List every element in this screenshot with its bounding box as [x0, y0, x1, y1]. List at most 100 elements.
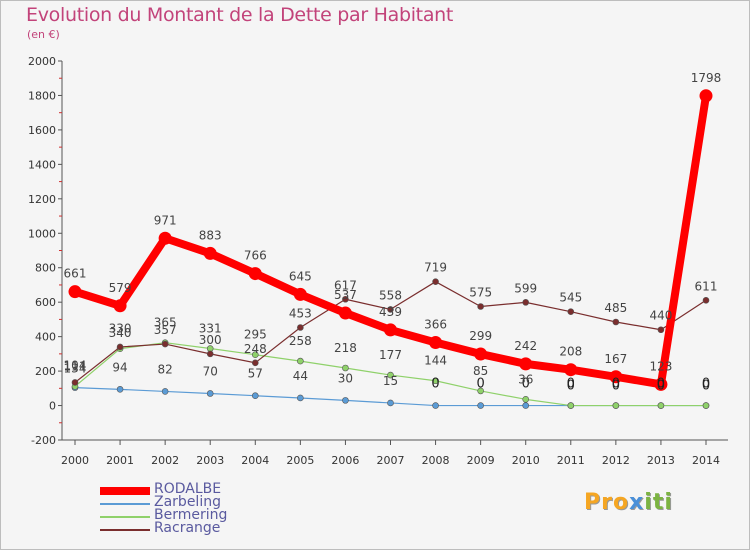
legend-item-rodalbe: RODALBE: [100, 481, 300, 498]
data-label-racrange: 485: [604, 301, 627, 315]
data-label-zarbeling: 44: [293, 369, 308, 383]
data-label-racrange: 599: [514, 281, 537, 295]
data-label-racrange: 575: [469, 285, 492, 299]
data-point-rodalbe: [293, 287, 307, 301]
data-point-racrange: [71, 379, 79, 386]
legend-swatch: [100, 516, 150, 518]
data-label-zarbeling: 0: [522, 377, 530, 392]
data-point-zarbeling: [116, 386, 124, 393]
data-point-zarbeling: [387, 399, 394, 407]
x-tick-label: 2009: [467, 454, 495, 467]
data-point-racrange: [387, 306, 394, 313]
data-label-bermering: 0: [657, 379, 665, 394]
data-label-rodalbe: 645: [289, 269, 312, 283]
x-tick-label: 2002: [151, 454, 179, 467]
data-point-racrange: [657, 326, 665, 334]
logo-part-3: iti: [644, 490, 673, 515]
data-point-bermering: [657, 402, 665, 409]
data-label-rodalbe: 971: [154, 213, 177, 227]
data-point-rodalbe: [203, 246, 217, 260]
x-tick-label: 2001: [106, 454, 134, 467]
y-tick-label: 200: [35, 365, 56, 378]
data-point-bermering: [522, 396, 530, 403]
data-label-racrange: 134: [64, 361, 87, 375]
data-label-zarbeling: 104: [64, 359, 87, 373]
data-label-zarbeling: 30: [338, 371, 353, 385]
data-point-racrange: [206, 350, 214, 358]
data-point-zarbeling: [161, 388, 169, 395]
data-label-zarbeling: 70: [203, 364, 218, 378]
data-point-bermering: [297, 357, 304, 365]
proxiti-logo: Proxiti: [584, 490, 673, 515]
x-tick-label: 2006: [331, 454, 359, 467]
legend-label: Bermering: [154, 507, 228, 523]
data-point-rodalbe: [248, 267, 262, 281]
data-label-rodalbe: 439: [379, 305, 402, 319]
data-label-bermering: 85: [473, 364, 488, 378]
data-label-racrange: 611: [695, 279, 718, 293]
logo-part-2: x: [629, 490, 645, 515]
legend-label: Zarbeling: [154, 494, 221, 510]
data-point-rodalbe: [699, 89, 713, 103]
data-point-zarbeling: [206, 390, 214, 397]
data-label-racrange: 440: [649, 309, 672, 323]
data-label-racrange: 558: [379, 288, 402, 302]
chart-subtitle: (en €): [27, 28, 60, 41]
data-label-bermering: 36: [518, 372, 533, 386]
data-point-rodalbe: [609, 370, 623, 384]
y-tick-label: 1200: [28, 193, 56, 206]
data-label-rodalbe: 123: [649, 359, 672, 373]
y-tick-label: 800: [35, 262, 56, 275]
data-label-rodalbe: 661: [64, 267, 87, 281]
data-point-bermering: [612, 402, 620, 409]
data-label-bermering: 331: [199, 322, 222, 336]
data-point-bermering: [387, 371, 394, 379]
data-point-racrange: [612, 318, 620, 326]
data-point-rodalbe: [158, 231, 172, 245]
x-tick-label: 2007: [377, 454, 405, 467]
data-point-racrange: [116, 343, 124, 351]
data-point-bermering: [702, 402, 710, 409]
x-tick-label: 2008: [422, 454, 450, 467]
x-tick-label: 2004: [241, 454, 269, 467]
data-point-racrange: [161, 340, 169, 348]
legend-swatch: [100, 487, 150, 495]
data-label-bermering: 144: [424, 354, 447, 368]
data-label-zarbeling: 0: [431, 377, 439, 392]
x-tick-label: 2014: [692, 454, 720, 467]
legend-label: Racrange: [154, 520, 221, 536]
data-point-rodalbe: [654, 377, 668, 391]
data-label-bermering: 111: [64, 359, 87, 373]
logo-part-1: Pro: [584, 490, 630, 515]
data-label-rodalbe: 208: [559, 345, 582, 359]
data-label-bermering: 258: [289, 334, 312, 348]
data-label-rodalbe: 579: [109, 281, 132, 295]
legend-item-bermering: Bermering: [100, 507, 300, 524]
data-label-rodalbe: 766: [244, 249, 267, 263]
data-point-bermering: [251, 351, 259, 359]
data-label-zarbeling: 94: [112, 360, 127, 374]
data-point-rodalbe: [384, 323, 397, 337]
data-point-racrange: [477, 303, 484, 310]
data-label-racrange: 300: [199, 333, 222, 347]
data-point-racrange: [297, 324, 304, 331]
legend-label: RODALBE: [154, 481, 222, 497]
legend-item-racrange: Racrange: [100, 520, 300, 537]
data-point-racrange: [702, 296, 710, 304]
data-point-rodalbe: [338, 306, 352, 320]
data-point-zarbeling: [477, 402, 484, 409]
chart-title: Evolution du Montant de la Dette par Hab…: [26, 4, 454, 26]
data-point-racrange: [251, 359, 259, 367]
data-label-zarbeling: 0: [612, 377, 620, 392]
data-label-rodalbe: 242: [514, 339, 537, 353]
x-tick-label: 2013: [647, 454, 675, 467]
data-label-racrange: 248: [244, 342, 267, 356]
data-point-bermering: [567, 402, 575, 409]
data-label-rodalbe: 366: [424, 317, 447, 331]
data-point-racrange: [342, 295, 349, 303]
data-label-bermering: 0: [612, 379, 620, 394]
y-tick-label: -200: [31, 434, 56, 447]
data-label-racrange: 719: [424, 261, 447, 275]
data-point-rodalbe: [564, 363, 578, 377]
